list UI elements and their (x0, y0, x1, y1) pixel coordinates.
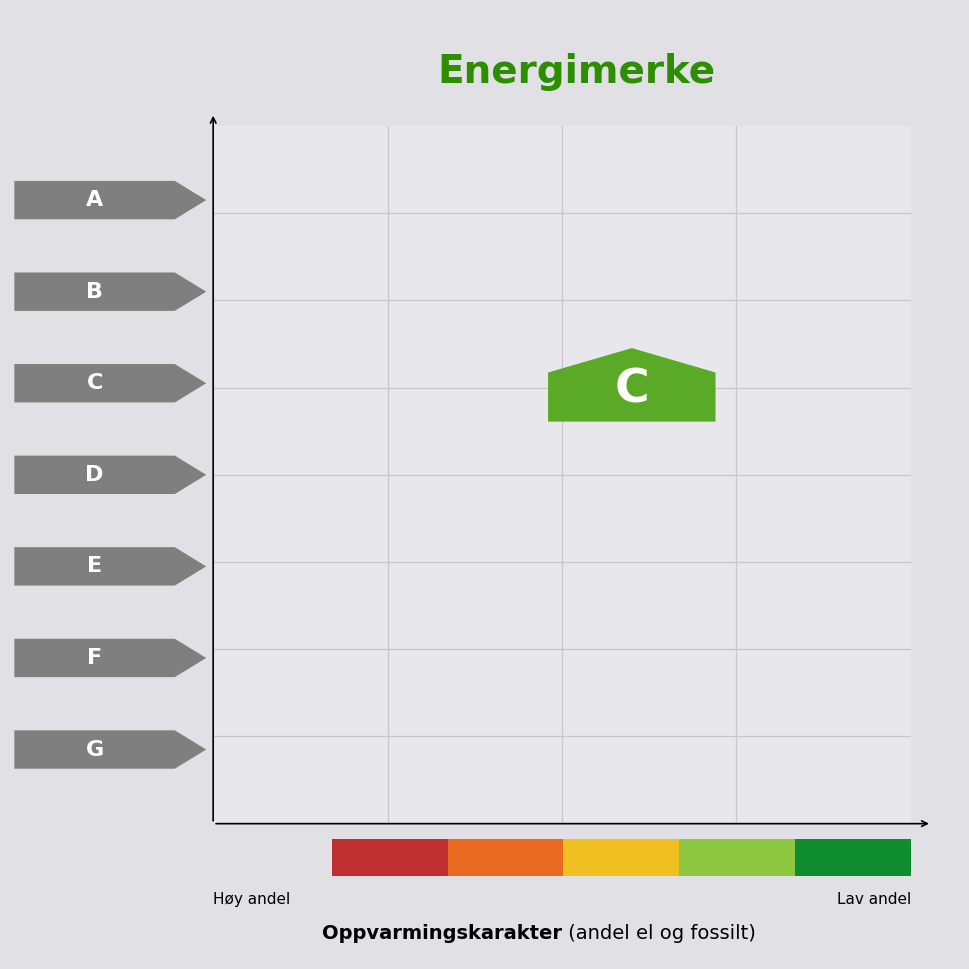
Polygon shape (15, 272, 206, 311)
Polygon shape (15, 547, 206, 585)
Text: E: E (87, 556, 102, 577)
Text: Lav andel: Lav andel (836, 891, 911, 907)
Polygon shape (548, 348, 715, 422)
Bar (795, 839, 911, 876)
Text: D: D (85, 465, 104, 484)
Polygon shape (15, 364, 206, 402)
Bar (448, 839, 563, 876)
Polygon shape (15, 181, 206, 219)
Text: C: C (614, 367, 649, 413)
Text: A: A (86, 190, 104, 210)
Text: (andel el og fossilt): (andel el og fossilt) (562, 924, 756, 943)
Text: Energimerke: Energimerke (437, 53, 716, 91)
Text: G: G (85, 739, 104, 760)
Bar (679, 839, 795, 876)
Bar (331, 839, 448, 876)
Polygon shape (15, 455, 206, 494)
Text: Høy andel: Høy andel (213, 891, 291, 907)
Polygon shape (15, 731, 206, 768)
Text: B: B (86, 282, 103, 301)
Text: C: C (86, 373, 103, 393)
Polygon shape (15, 639, 206, 677)
Bar (563, 839, 679, 876)
Text: F: F (87, 648, 102, 668)
Text: Oppvarmingskarakter: Oppvarmingskarakter (322, 924, 562, 943)
